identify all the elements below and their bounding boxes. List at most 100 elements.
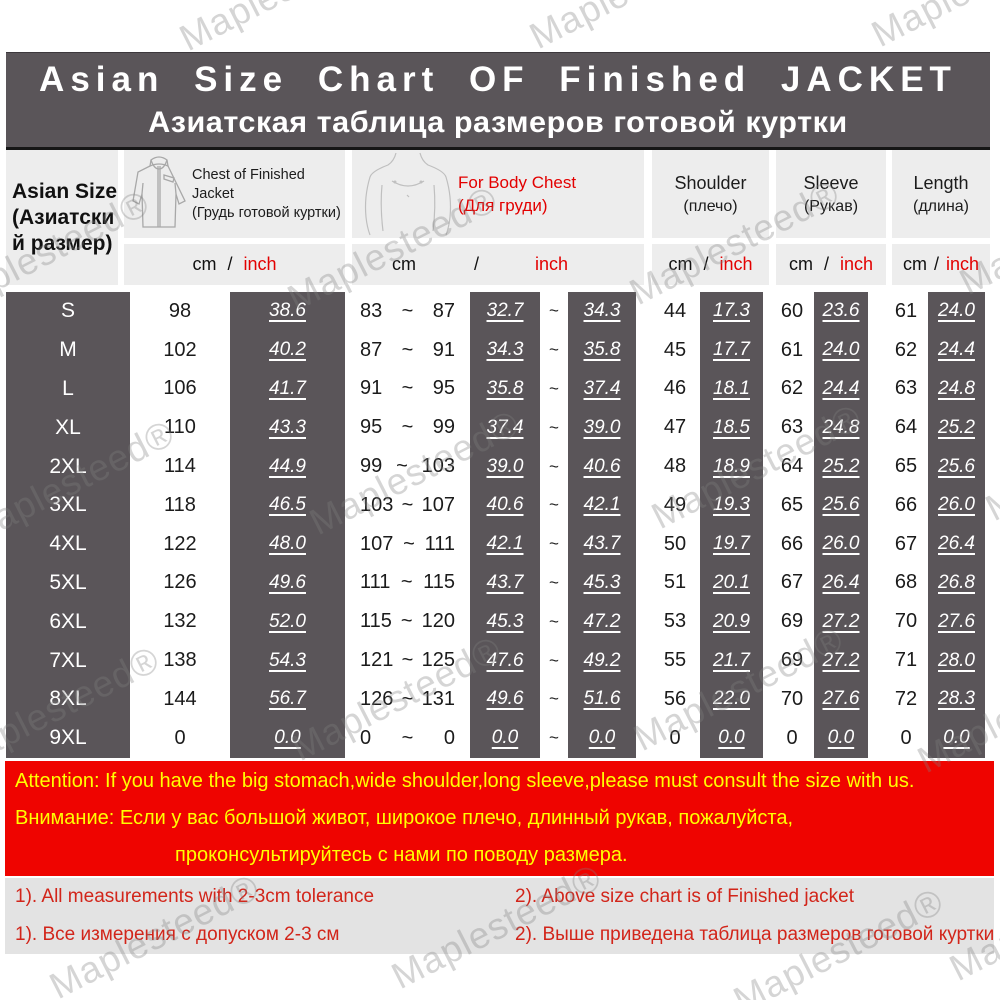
cell-sleeve-cm: 69 bbox=[780, 649, 804, 672]
cm-label: cm bbox=[788, 254, 813, 274]
asian-size-label: Asian Size (Азиатски й размер) bbox=[12, 179, 118, 255]
cell-body-inch-min: 34.3 bbox=[470, 330, 540, 370]
note-finished-ru: 2). Выше приведена таблица размеров гото… bbox=[515, 924, 995, 945]
cell-sleeve-cm: 66 bbox=[780, 532, 804, 555]
cell-chest-cm: 106 bbox=[163, 377, 197, 400]
cell-shoulder-cm: 0 bbox=[669, 726, 681, 749]
page-title: Asian Size Chart OF Finished JACKET bbox=[39, 60, 957, 99]
cell-size: L bbox=[6, 369, 130, 409]
cell-body-inch-min: 45.3 bbox=[470, 602, 540, 642]
cell-shoulder-cm: 56 bbox=[663, 687, 687, 710]
watermark: Maplesteed® bbox=[173, 0, 397, 60]
cell-sleeve-inch: 25.2 bbox=[814, 447, 868, 486]
cell-body-inch-min: 35.8 bbox=[470, 369, 540, 409]
cell-shoulder-inch: 17.3 bbox=[700, 292, 763, 331]
note-finished-en: 2). Above size chart is of Finished jack… bbox=[515, 886, 854, 907]
cell-sleeve-cm: 64 bbox=[780, 455, 804, 478]
cell-chest-cm: 144 bbox=[163, 687, 197, 710]
cell-chest-cm: 114 bbox=[164, 455, 196, 478]
title-bar: Asian Size Chart OF Finished JACKET Азиа… bbox=[6, 52, 990, 150]
table-row: L 106 41.7 91 ~95 35.8 ~ 37.4 46 18.1 62 … bbox=[6, 369, 985, 409]
cell-shoulder-inch: 19.3 bbox=[700, 485, 763, 525]
cell-body-inch-max: 39.0 bbox=[568, 408, 636, 448]
tilde-separator: ~ bbox=[549, 340, 559, 360]
tilde-separator: ~ bbox=[549, 728, 559, 748]
units-shoulder: cm / inch bbox=[652, 244, 769, 285]
cell-body-inch-min: 40.6 bbox=[470, 485, 540, 525]
cell-length-inch: 25.6 bbox=[928, 447, 985, 486]
inch-label: inch bbox=[719, 254, 753, 274]
cell-body-cm-range: 103 ~107 bbox=[360, 493, 455, 516]
note-tolerance-en: 1). All measurements with 2-3cm toleranc… bbox=[15, 886, 375, 907]
tilde-separator: ~ bbox=[549, 572, 559, 592]
cell-body-cm-range: 95 ~99 bbox=[360, 416, 455, 439]
cell-sleeve-cm: 70 bbox=[780, 687, 804, 710]
cell-chest-cm: 126 bbox=[163, 571, 197, 594]
cell-size: S bbox=[6, 292, 130, 331]
inch-label: inch bbox=[243, 254, 277, 274]
cell-sleeve-inch: 23.6 bbox=[814, 292, 868, 331]
cell-shoulder-inch: 20.1 bbox=[700, 563, 763, 603]
cell-chest-cm: 102 bbox=[163, 338, 197, 361]
cell-length-cm: 61 bbox=[894, 299, 918, 322]
cell-shoulder-inch: 0.0 bbox=[700, 718, 763, 758]
cell-body-cm-range: 111 ~115 bbox=[360, 571, 455, 594]
cell-sleeve-cm: 60 bbox=[780, 299, 804, 322]
table-header: Asian Size (Азиатски й размер) Chest of … bbox=[6, 150, 990, 285]
cell-chest-inch: 54.3 bbox=[230, 641, 345, 680]
note-tolerance-ru: 1). Все измерения с допуском 2-3 см bbox=[15, 924, 340, 945]
cell-body-cm-range: 0 ~0 bbox=[360, 726, 455, 749]
cell-length-inch: 24.4 bbox=[928, 330, 985, 370]
cell-sleeve-cm: 62 bbox=[780, 377, 804, 400]
page-subtitle-ru: Азиатская таблица размеров готовой куртк… bbox=[148, 106, 848, 139]
slash: / bbox=[703, 254, 709, 274]
inch-label: inch bbox=[839, 254, 874, 274]
cell-shoulder-inch: 17.7 bbox=[700, 330, 763, 370]
cell-sleeve-cm: 69 bbox=[780, 610, 804, 633]
header-length: Length (длина) bbox=[892, 150, 990, 238]
cell-body-cm-range: 107 ~111 bbox=[360, 532, 455, 555]
cell-body-inch-max: 45.3 bbox=[568, 563, 636, 603]
cell-shoulder-inch: 18.1 bbox=[700, 369, 763, 409]
cell-shoulder-inch: 21.7 bbox=[700, 641, 763, 680]
cell-shoulder-cm: 55 bbox=[663, 649, 687, 672]
cell-length-cm: 0 bbox=[900, 726, 912, 749]
cell-chest-inch: 48.0 bbox=[230, 524, 345, 564]
shoulder-label-en: Shoulder bbox=[674, 172, 747, 193]
cell-body-inch-max: 42.1 bbox=[568, 485, 636, 525]
cell-length-cm: 71 bbox=[894, 649, 918, 672]
tilde-separator: ~ bbox=[549, 534, 559, 554]
cell-size: M bbox=[6, 330, 130, 370]
body-figure-icon bbox=[358, 151, 458, 237]
header-asian-size: Asian Size (Азиатски й размер) bbox=[6, 150, 118, 285]
cell-shoulder-cm: 49 bbox=[663, 493, 687, 516]
cell-shoulder-inch: 22.0 bbox=[700, 679, 763, 719]
cell-size: 2XL bbox=[6, 447, 130, 486]
cell-size: 7XL bbox=[6, 641, 130, 680]
cell-length-cm: 65 bbox=[894, 455, 918, 478]
units-length: cm / inch bbox=[892, 244, 990, 285]
watermark: Maplesteed® bbox=[523, 0, 747, 58]
cell-chest-inch: 38.6 bbox=[230, 292, 345, 331]
chest-label-en: Chest of Finished Jacket bbox=[192, 166, 305, 202]
cell-size: 5XL bbox=[6, 563, 130, 603]
cell-shoulder-inch: 20.9 bbox=[700, 602, 763, 642]
cell-body-inch-max: 37.4 bbox=[568, 369, 636, 409]
cell-sleeve-cm: 67 bbox=[780, 571, 804, 594]
cell-chest-inch: 43.3 bbox=[230, 408, 345, 448]
table-row: 7XL 138 54.3 121 ~125 47.6 ~ 49.2 55 21.7… bbox=[6, 641, 985, 680]
cell-shoulder-cm: 51 bbox=[663, 571, 687, 594]
cell-sleeve-inch: 25.6 bbox=[814, 485, 868, 525]
cell-length-cm: 67 bbox=[894, 532, 918, 555]
cell-chest-cm: 138 bbox=[163, 649, 197, 672]
cell-body-inch-min: 47.6 bbox=[470, 641, 540, 680]
cell-chest-inch: 49.6 bbox=[230, 563, 345, 603]
size-table: S 98 38.6 83 ~87 32.7 ~ 34.3 44 17.3 60 2… bbox=[6, 292, 985, 758]
cell-chest-inch: 46.5 bbox=[230, 485, 345, 525]
slash: / bbox=[474, 254, 480, 274]
cell-length-inch: 26.4 bbox=[928, 524, 985, 564]
cell-length-inch: 24.8 bbox=[928, 369, 985, 409]
cell-shoulder-cm: 48 bbox=[663, 455, 687, 478]
tilde-separator: ~ bbox=[549, 689, 559, 709]
cell-length-inch: 0.0 bbox=[928, 718, 985, 758]
